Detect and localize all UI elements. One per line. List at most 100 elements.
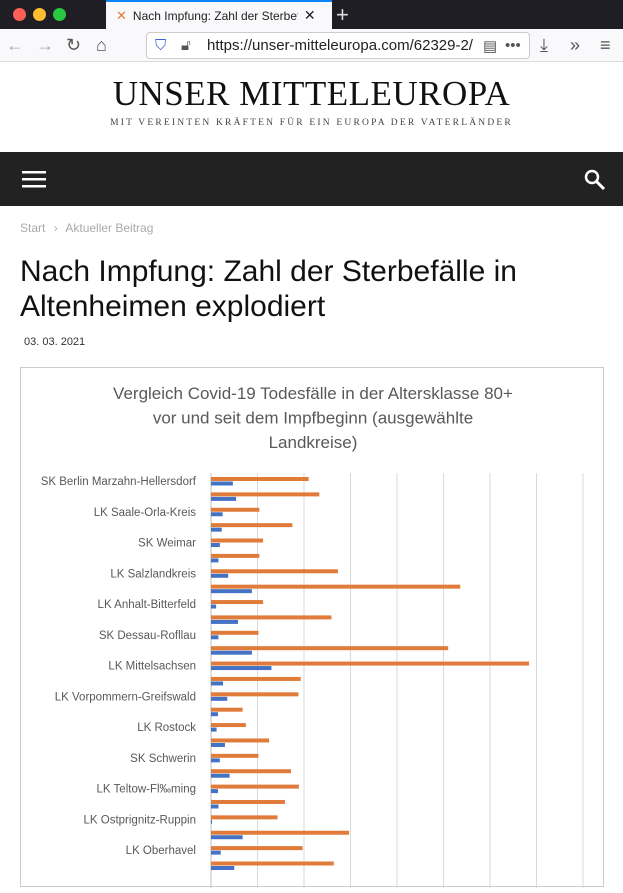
orange-bar xyxy=(211,707,243,712)
orange-bar xyxy=(211,523,293,528)
overflow-icon[interactable]: » xyxy=(570,35,581,55)
close-window-button[interactable] xyxy=(13,8,26,21)
chart-title-line: Vergleich Covid-19 Todesfälle in der Alt… xyxy=(113,384,513,403)
category-label: LK Salzlandkreis xyxy=(110,568,196,580)
menu-icon[interactable]: ≡ xyxy=(600,35,611,55)
article-date: 03. 03. 2021 xyxy=(24,336,86,348)
blue-bar xyxy=(211,666,272,671)
site-title[interactable]: UNSER MITTELEUROPA xyxy=(112,74,511,113)
site-subtitle: MIT VEREINTEN KRÄFTEN FÜR EIN EUROPA DER… xyxy=(110,118,513,128)
blue-bar xyxy=(211,773,230,778)
orange-bar xyxy=(211,584,461,589)
blue-bar xyxy=(211,742,225,747)
category-label: LK Saale-Orla-Kreis xyxy=(94,507,197,519)
blue-bar xyxy=(211,835,243,840)
blue-bar xyxy=(211,712,218,717)
breadcrumb-home[interactable]: Start xyxy=(20,221,46,235)
back-icon[interactable]: ← xyxy=(6,35,24,55)
article-title: Nach Impfung: Zahl der Sterbefälle in Al… xyxy=(20,255,517,323)
orange-bar xyxy=(211,830,350,835)
chart-title-line: vor und seit dem Impfbeginn (ausgewählte xyxy=(153,409,473,428)
orange-bar xyxy=(211,553,260,558)
orange-bar xyxy=(211,600,264,605)
chart-title-line: Landkreise) xyxy=(269,433,358,452)
new-tab-button[interactable]: + xyxy=(336,2,349,27)
bar-chart: Vergleich Covid-19 Todesfälle in der Alt… xyxy=(41,384,584,888)
category-label: LK Teltow-Fl‰ming xyxy=(97,784,197,796)
orange-bar xyxy=(211,753,259,758)
blue-bar xyxy=(211,850,221,855)
blue-bar xyxy=(211,758,220,763)
category-label: LK Oberhavel xyxy=(126,845,196,857)
browser-tab[interactable]: ✕ Nach Impfung: Zahl der Sterbefälle in … xyxy=(106,0,332,29)
orange-bar xyxy=(211,492,320,497)
orange-bar xyxy=(211,538,264,543)
blue-bar xyxy=(211,819,212,824)
category-label: LK Anhalt-Bitterfeld xyxy=(98,599,196,611)
minimize-window-button[interactable] xyxy=(33,8,46,21)
url-bar[interactable]: ⛉ 🔓︎ https://unser-mitteleuropa.com/6232… xyxy=(146,32,530,59)
orange-bar xyxy=(211,799,285,804)
breadcrumb-current: Aktueller Beitrag xyxy=(65,221,154,235)
blue-bar xyxy=(211,650,252,655)
download-icon[interactable]: ⤓ xyxy=(540,35,548,55)
category-label: LK Vorpommern-Greifswald xyxy=(55,691,196,703)
category-label: LK Rostock xyxy=(137,722,196,734)
blue-bar xyxy=(211,635,219,640)
orange-bar xyxy=(211,723,246,728)
blue-bar xyxy=(211,496,237,501)
more-actions-icon[interactable]: ••• xyxy=(505,37,521,54)
orange-bar xyxy=(211,569,338,574)
blue-bar xyxy=(211,681,224,686)
blue-bar xyxy=(211,558,219,563)
blue-bar xyxy=(211,527,222,532)
orange-bar xyxy=(211,646,449,651)
maximize-window-button[interactable] xyxy=(53,8,66,21)
orange-bar xyxy=(211,477,309,481)
hamburger-menu-icon[interactable] xyxy=(22,170,46,188)
breadcrumb: Start › Aktueller Beitrag xyxy=(20,221,153,235)
blue-bar xyxy=(211,696,228,701)
orange-bar xyxy=(211,615,332,620)
blue-bar xyxy=(211,789,218,794)
category-label: SK Weimar xyxy=(138,538,196,550)
blue-bar xyxy=(211,512,223,517)
reload-icon[interactable]: ↻ xyxy=(66,35,82,55)
orange-bar xyxy=(211,692,299,697)
blue-bar xyxy=(211,727,217,732)
url-text[interactable]: https://unser-mitteleuropa.com/62329-2/ xyxy=(207,37,473,54)
tab-title: Nach Impfung: Zahl der Sterbefälle in Al… xyxy=(132,8,298,23)
reader-view-icon[interactable]: ▤ xyxy=(483,37,498,55)
blue-bar xyxy=(211,619,238,624)
search-icon[interactable] xyxy=(584,169,606,191)
main-nav xyxy=(0,152,623,206)
orange-bar xyxy=(211,630,259,635)
orange-bar xyxy=(211,507,260,512)
blue-bar xyxy=(211,866,235,870)
blue-bar xyxy=(211,604,217,609)
tab-bar: ✕ Nach Impfung: Zahl der Sterbefälle in … xyxy=(0,0,623,29)
browser-toolbar: ← → ↻ ⌂ ⛉ 🔓︎ https://unser-mitteleuropa.… xyxy=(0,29,623,62)
blue-bar xyxy=(211,589,252,594)
chart-image: Vergleich Covid-19 Todesfälle in der Alt… xyxy=(20,367,604,888)
orange-bar xyxy=(211,676,301,681)
category-label: SK Berlin Marzahn-Hellersdorf xyxy=(41,476,197,488)
blue-bar xyxy=(211,804,219,809)
category-label: LK Mittelsachsen xyxy=(108,661,196,673)
orange-bar xyxy=(211,738,270,743)
orange-bar xyxy=(211,846,303,851)
shield-icon[interactable]: ⛉ xyxy=(155,37,167,54)
blue-bar xyxy=(211,481,233,486)
home-icon[interactable]: ⌂ xyxy=(96,35,107,55)
blue-bar xyxy=(211,573,229,578)
orange-bar xyxy=(211,661,530,666)
orange-bar xyxy=(211,769,291,774)
orange-bar xyxy=(211,784,299,789)
site-favicon-icon: ✕ xyxy=(116,7,127,23)
orange-bar xyxy=(211,815,278,820)
category-label: SK Dessau-Rofllau xyxy=(99,630,196,642)
insecure-lock-icon[interactable]: 🔓︎ xyxy=(181,37,191,54)
forward-icon[interactable]: → xyxy=(36,35,54,55)
close-tab-icon[interactable]: ✕ xyxy=(303,7,316,23)
category-label: LK Ostprignitz-Ruppin xyxy=(84,814,197,826)
